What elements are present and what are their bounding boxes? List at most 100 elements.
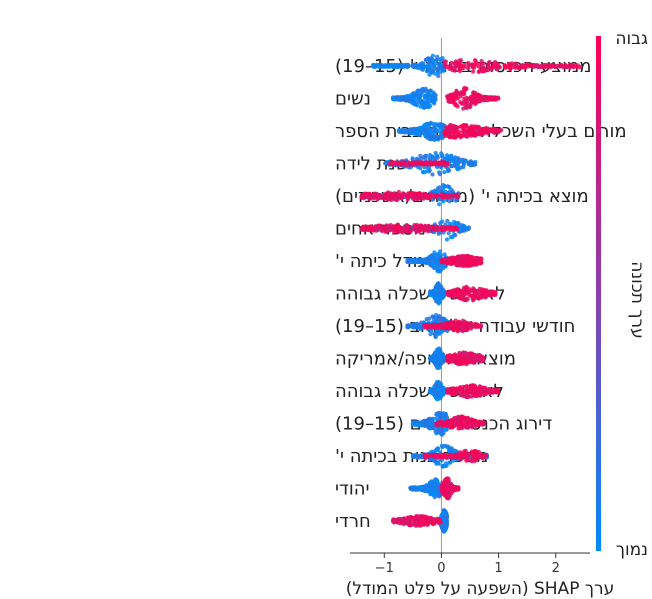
shap-point: [451, 323, 456, 328]
shap-point: [410, 324, 415, 329]
shap-point: [486, 128, 491, 133]
shap-point: [478, 257, 483, 262]
shap-point: [420, 419, 425, 424]
shap-point: [457, 157, 462, 162]
shap-point: [478, 393, 483, 398]
shap-point: [407, 97, 412, 103]
shap-point: [436, 136, 441, 141]
shap-point: [467, 394, 472, 399]
shap-point: [432, 97, 437, 102]
shap-point: [493, 59, 498, 65]
shap-point: [451, 193, 456, 198]
shap-point: [473, 392, 478, 398]
shap-point: [400, 95, 406, 100]
shap-point: [414, 103, 419, 108]
shap-point: [497, 65, 502, 70]
shap-point: [438, 350, 443, 355]
shap-point: [449, 60, 454, 65]
shap-point: [464, 387, 469, 392]
shap-point: [410, 156, 415, 161]
shap-point: [475, 322, 480, 327]
shap-point: [483, 126, 488, 131]
shap-point: [462, 85, 467, 91]
shap-point: [490, 127, 495, 132]
shap-point: [394, 197, 399, 202]
shap-point: [467, 452, 472, 457]
shap-point: [430, 172, 435, 177]
shap-point: [441, 188, 446, 193]
shap-point: [416, 127, 421, 132]
shap-point: [431, 63, 436, 68]
shap-point: [459, 63, 464, 68]
shap-point: [427, 153, 433, 158]
shap-point: [471, 352, 476, 357]
shap-point: [469, 129, 474, 134]
shap-point: [426, 63, 431, 68]
shap-point: [457, 324, 462, 329]
shap-point: [435, 128, 440, 134]
shap-point: [375, 63, 380, 68]
shap-point: [453, 64, 458, 69]
shap-point: [395, 193, 400, 198]
shap-point: [427, 136, 432, 141]
shap-point: [464, 100, 469, 105]
shap-point: [437, 124, 442, 129]
shap-point: [417, 229, 422, 234]
shap-point: [405, 161, 410, 166]
shap-point: [421, 61, 426, 66]
shap-point: [423, 93, 428, 98]
shap-point: [432, 134, 438, 139]
shap-point: [426, 169, 431, 174]
shap-point: [423, 57, 428, 63]
shap-point: [414, 192, 419, 197]
shap-point: [516, 65, 521, 70]
shap-point: [425, 224, 430, 229]
shap-point: [452, 68, 457, 73]
shap-point: [429, 162, 434, 167]
shap-point: [462, 64, 467, 69]
shap-point: [400, 64, 405, 69]
shap-point: [455, 192, 460, 198]
shap-point: [397, 225, 402, 230]
shap-point: [429, 356, 434, 361]
shap-point: [449, 423, 454, 428]
shap-point: [455, 96, 460, 101]
shap-point: [511, 62, 517, 67]
shap-point: [495, 129, 500, 134]
shap-point: [503, 65, 508, 70]
shap-point: [427, 69, 433, 74]
shap-point: [464, 458, 469, 463]
shap-point: [432, 388, 437, 393]
shap-point: [442, 170, 447, 175]
shap-point: [427, 57, 432, 62]
shap-point: [396, 97, 401, 102]
shap-point: [486, 63, 491, 68]
shap-point: [423, 423, 428, 428]
shap-point: [422, 105, 427, 110]
shap-point: [436, 421, 441, 426]
shap-point: [461, 164, 466, 170]
shap-point: [469, 126, 474, 131]
shap-point: [448, 453, 453, 458]
shap-point: [463, 286, 468, 291]
shap-point: [416, 420, 421, 425]
shap-point: [374, 225, 379, 230]
shap-point: [431, 392, 437, 397]
shap-point: [475, 255, 480, 261]
shap-point: [477, 419, 482, 424]
shap-point: [442, 160, 447, 165]
shap-point: [487, 293, 492, 298]
shap-point: [441, 463, 446, 468]
shap-point: [478, 324, 484, 329]
shap-point: [439, 443, 444, 448]
shap-point: [437, 185, 442, 190]
shap-point: [460, 157, 465, 162]
shap-point: [386, 64, 391, 69]
shap-point: [471, 323, 476, 328]
shap-point: [436, 281, 441, 286]
shap-point: [415, 92, 420, 97]
shap-point: [426, 96, 431, 102]
shap-point: [477, 353, 482, 358]
shap-point: [360, 224, 366, 229]
shap-point: [452, 416, 457, 421]
